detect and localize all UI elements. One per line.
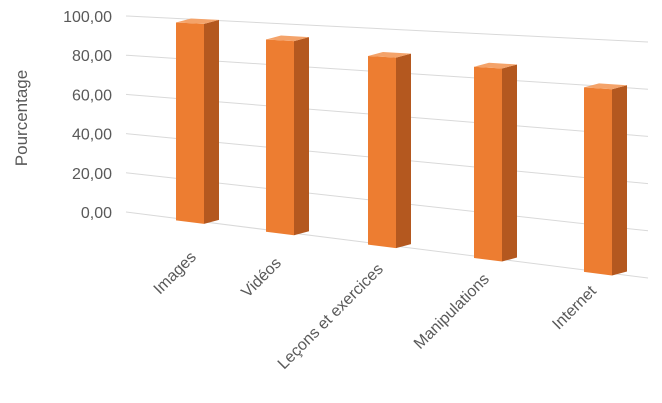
y-tick-label: 80,00 bbox=[72, 48, 112, 65]
bar-side bbox=[294, 37, 309, 236]
y-tick-label: 60,00 bbox=[72, 87, 112, 104]
y-tick-label: 100,00 bbox=[63, 9, 112, 26]
x-tick-label: Manipulations bbox=[411, 271, 493, 353]
bar-side bbox=[502, 64, 517, 262]
bar-top bbox=[176, 18, 219, 24]
bar-5 bbox=[584, 83, 627, 276]
x-tick-label: Leçons et exercices bbox=[275, 261, 387, 373]
bar-front bbox=[584, 87, 612, 276]
bar-top bbox=[584, 83, 627, 90]
y-tick-label: 40,00 bbox=[72, 127, 112, 144]
bar-top bbox=[474, 62, 517, 69]
bar-side bbox=[396, 53, 411, 249]
x-tick-label: Vidéos bbox=[238, 255, 284, 301]
bar-front bbox=[474, 66, 502, 262]
bar-front bbox=[368, 55, 396, 249]
bar-front bbox=[176, 22, 204, 224]
bar-top bbox=[266, 35, 309, 42]
bar-side bbox=[612, 85, 627, 276]
y-tick-label: 0,00 bbox=[81, 205, 112, 222]
y-tick-label: 20,00 bbox=[72, 166, 112, 183]
bars bbox=[176, 18, 627, 276]
bar-side bbox=[204, 19, 219, 224]
y-axis-label: Pourcentage bbox=[12, 70, 31, 166]
bar-1 bbox=[176, 18, 219, 224]
bar-4 bbox=[474, 62, 517, 262]
bar-top bbox=[368, 51, 411, 58]
x-tick-label: Images bbox=[151, 249, 200, 298]
y-axis-ticks: 0,00 20,00 40,00 60,00 80,00 100,00 bbox=[63, 9, 112, 222]
x-tick-label: Internet bbox=[549, 282, 600, 333]
bar-3 bbox=[368, 51, 411, 249]
bar-2 bbox=[266, 35, 309, 236]
bar-front bbox=[266, 39, 294, 236]
